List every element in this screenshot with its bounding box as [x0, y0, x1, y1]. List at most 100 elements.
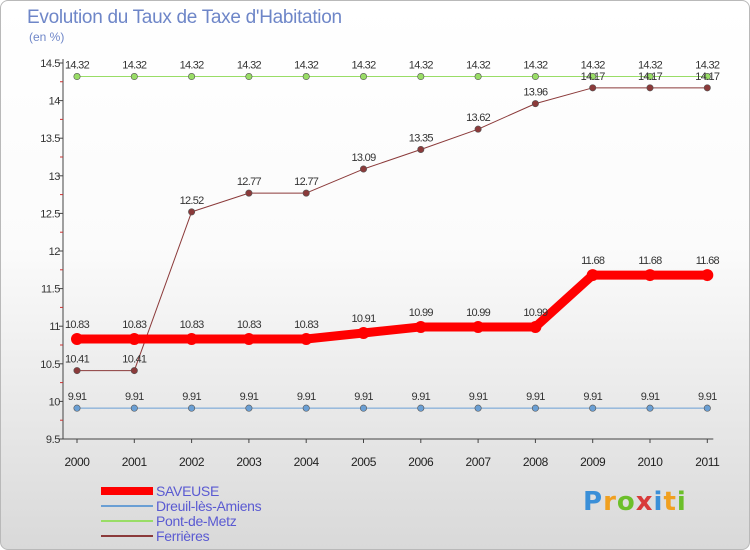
- data-label: 14.32: [237, 60, 262, 72]
- data-point: [128, 332, 141, 345]
- data-point: [242, 332, 255, 345]
- data-point: [359, 165, 367, 173]
- data-label: 10.41: [65, 354, 90, 366]
- legend-swatch: [101, 520, 153, 522]
- data-point: [359, 73, 367, 81]
- x-tick-label: 2008: [523, 455, 549, 469]
- data-label: 13.35: [409, 132, 434, 144]
- data-label: 9.91: [240, 391, 259, 403]
- data-point: [589, 404, 597, 412]
- data-label: 14.32: [581, 60, 606, 72]
- y-tick-label: 13: [49, 171, 61, 183]
- data-point: [703, 404, 711, 412]
- logo-letter: t: [663, 487, 677, 517]
- data-label: 13.09: [351, 152, 376, 164]
- logo-letter: P: [583, 487, 604, 517]
- legend-swatch: [101, 487, 153, 495]
- data-point: [529, 320, 542, 333]
- data-point: [73, 367, 81, 375]
- data-label: 14.32: [65, 60, 90, 72]
- proxiti-logo: Proxiti: [583, 487, 687, 517]
- data-label: 10.83: [180, 319, 205, 331]
- logo-letter: i: [676, 487, 687, 517]
- y-tick-label: 14.5: [40, 58, 60, 70]
- data-label: 10.83: [65, 319, 90, 331]
- data-point: [185, 332, 198, 345]
- data-point: [302, 404, 310, 412]
- data-label: 10.91: [351, 313, 376, 325]
- x-tick-label: 2009: [580, 455, 606, 469]
- data-label: 10.41: [122, 354, 147, 366]
- series-line: [76, 87, 708, 372]
- data-label: 9.91: [354, 391, 373, 403]
- data-label: 10.83: [294, 319, 319, 331]
- data-label: 9.91: [641, 391, 660, 403]
- data-label: 10.99: [523, 307, 548, 319]
- series-line: [72, 270, 712, 344]
- chart-unit-label: (en %): [29, 30, 65, 44]
- data-point: [302, 73, 310, 81]
- data-label: 14.17: [638, 71, 663, 83]
- data-label: 9.91: [125, 391, 144, 403]
- data-label: 9.91: [583, 391, 602, 403]
- data-label: 14.32: [122, 60, 147, 72]
- data-label: 13.96: [523, 87, 548, 99]
- data-point: [245, 404, 253, 412]
- data-point: [300, 332, 313, 345]
- legend-label: Dreuil-lès-Amiens: [156, 498, 262, 514]
- data-point: [646, 84, 654, 92]
- data-point: [73, 73, 81, 81]
- x-tick-label: 2007: [466, 455, 492, 469]
- data-label: 14.32: [294, 60, 319, 72]
- data-label: 9.91: [297, 391, 316, 403]
- data-label: 9.91: [68, 391, 87, 403]
- data-point: [474, 73, 482, 81]
- data-label: 14.32: [466, 60, 491, 72]
- y-tick-label: 13.5: [40, 133, 60, 145]
- data-label: 12.77: [294, 176, 319, 188]
- y-tick-label: 10.5: [40, 359, 60, 371]
- data-label: 12.77: [237, 176, 262, 188]
- y-tick-label: 12.5: [40, 208, 60, 220]
- data-label: 9.91: [182, 391, 201, 403]
- logo-letter: o: [616, 487, 636, 517]
- data-point: [130, 404, 138, 412]
- data-label: 11.68: [581, 255, 605, 267]
- legend-swatch: [101, 535, 153, 537]
- data-point: [188, 73, 196, 81]
- logo-letter: x: [635, 487, 654, 517]
- y-tick-label: 12: [49, 246, 61, 258]
- data-point: [589, 84, 597, 92]
- data-label: 13.62: [466, 112, 491, 124]
- data-label: 9.91: [526, 391, 545, 403]
- chart-title: Evolution du Taux de Taxe d'Habitation: [27, 7, 342, 28]
- data-point: [130, 367, 138, 375]
- data-point: [646, 73, 654, 81]
- legend-label: Ferrières: [156, 528, 210, 544]
- y-tick-label: 14: [49, 96, 61, 108]
- x-tick-label: 2001: [122, 455, 148, 469]
- data-point: [188, 404, 196, 412]
- y-tick-label: 11.5: [41, 284, 60, 296]
- data-label: 14.32: [523, 60, 548, 72]
- data-point: [531, 73, 539, 81]
- data-label: 14.32: [180, 60, 205, 72]
- data-label: 10.83: [237, 319, 262, 331]
- data-point: [302, 189, 310, 197]
- x-tick-label: 2002: [179, 455, 205, 469]
- y-tick-label: 11: [49, 321, 60, 333]
- data-label: 11.68: [638, 255, 662, 267]
- data-label: 10.99: [409, 307, 434, 319]
- data-point: [589, 73, 597, 81]
- data-point: [701, 269, 714, 282]
- data-label: 14.17: [695, 71, 720, 83]
- data-point: [472, 320, 485, 333]
- legend-swatch: [101, 505, 153, 507]
- data-point: [586, 269, 599, 282]
- data-point: [531, 100, 539, 108]
- data-label: 14.32: [409, 60, 434, 72]
- data-point: [359, 404, 367, 412]
- data-point: [73, 404, 81, 412]
- y-tick-label: 9.5: [46, 434, 60, 446]
